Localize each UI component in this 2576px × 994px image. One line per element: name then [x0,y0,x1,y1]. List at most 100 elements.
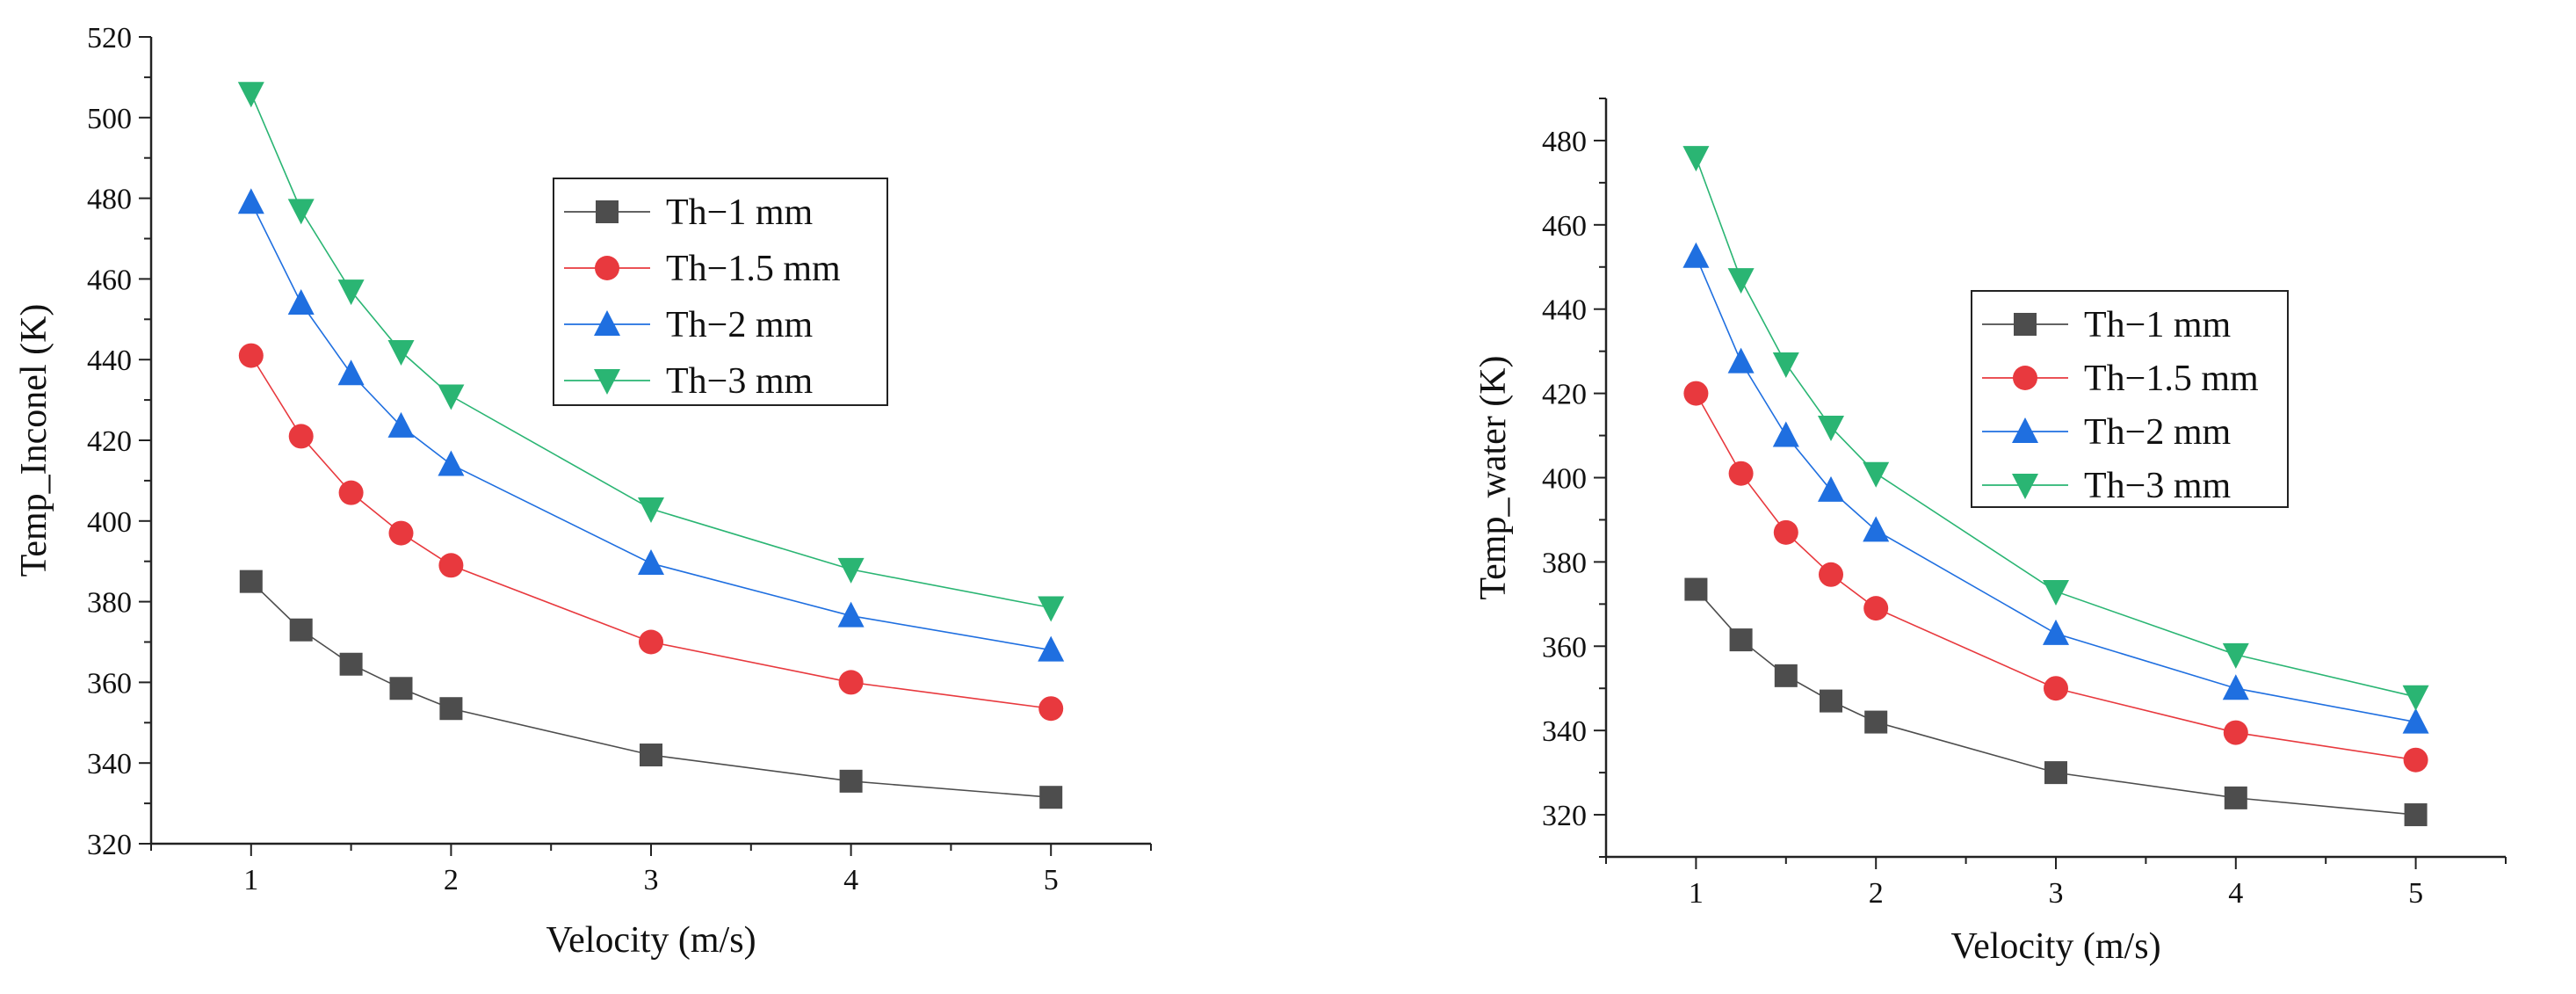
y-tick-label: 460 [87,264,132,296]
y-tick-label: 400 [1542,463,1587,496]
data-point [1038,635,1065,662]
data-point [1038,696,1064,722]
x-tick-label: 2 [1869,877,1884,910]
data-point [1729,628,1753,652]
y-tick-label: 440 [87,345,132,377]
data-point [2222,642,2249,669]
data-point [1728,461,1754,486]
data-point [2044,676,2068,701]
y-tick-label: 360 [87,667,132,700]
x-tick-label: 5 [1044,864,1059,896]
y-tick-label: 480 [87,184,132,216]
legend-marker [595,256,619,280]
legend-label: Th−1 mm [2084,305,2232,345]
legend-marker [2012,417,2038,443]
legend-marker [594,369,620,395]
data-point [2043,579,2069,606]
x-tick-label: 1 [243,864,258,896]
data-point [2044,761,2067,785]
y-tick-label: 480 [1542,126,1587,158]
data-point [1682,146,1710,172]
data-point [2223,720,2248,745]
data-point [287,199,315,225]
data-point [439,697,463,721]
data-point [838,670,864,695]
legend-label: Th−1 mm [666,192,814,233]
data-point [1772,421,1799,447]
legend-label: Th−2 mm [666,305,814,345]
data-point [288,424,314,449]
data-point [1684,577,1708,601]
y-tick-label: 400 [87,506,132,539]
series-line [250,92,1052,609]
data-point [1773,519,1798,545]
legend-label: Th−1.5 mm [666,249,841,289]
y-axis-title: Temp_Inconel (K) [14,304,54,577]
legend-label: Th−3 mm [666,361,814,402]
data-point [337,359,365,386]
data-point [1772,352,1799,379]
data-point [837,557,865,584]
data-point [2402,707,2429,734]
y-tick-label: 380 [87,587,132,620]
data-point [2403,747,2428,773]
data-point [289,618,313,642]
x-tick-label: 3 [644,864,659,896]
data-point [1818,415,1844,441]
data-point [1039,786,1063,809]
x-axis-title: Velocity (m/s) [546,920,756,961]
data-point [1682,242,1710,268]
data-point [837,601,865,628]
legend-marker [2012,474,2038,499]
data-point [387,411,415,438]
data-point [639,629,663,655]
x-axis-title: Velocity (m/s) [1950,926,2160,967]
legend-label: Th−1.5 mm [2084,359,2259,399]
legend-label: Th−3 mm [2084,466,2232,506]
series-line [1695,393,2416,761]
y-tick-label: 520 [87,22,132,54]
legend-label: Th−2 mm [2084,412,2232,453]
data-point [237,82,264,108]
series-line [1695,156,2416,698]
y-axis-title: Temp_water (K) [1473,355,1514,599]
data-point [1818,475,1844,502]
data-point [238,343,264,368]
data-point [1727,347,1755,374]
data-point [1864,710,1888,734]
chart-temp-inconel: 1 2 3 4 5 320 340 360 380 400 420 440 460 480 500 520 Ve… [14,22,1152,961]
y-tick-label: 360 [1542,631,1587,664]
data-point [638,548,664,575]
y-tick-label: 440 [1542,294,1587,327]
series-line [250,355,1052,710]
data-point [337,279,365,306]
data-point [338,480,364,505]
data-point [839,769,863,793]
data-point [237,188,264,214]
data-point [2222,674,2249,700]
y-tick-label: 500 [87,103,132,135]
y-tick-label: 320 [87,829,132,861]
legend-marker [596,200,619,223]
data-point [1863,596,1889,621]
data-point [2402,685,2429,711]
data-point [1863,516,1890,542]
x-tick-label: 4 [2228,877,2243,910]
data-point [239,570,263,593]
data-point [638,497,664,524]
data-point [388,520,414,546]
y-tick-label: 420 [1542,379,1587,411]
y-tick-label: 320 [1542,800,1587,832]
series-line [250,201,1052,651]
data-point [1863,461,1890,488]
x-tick-label: 1 [1689,877,1704,910]
chart-temp-water: 1 2 3 4 5 320 340 360 380 400 420 440 460 480 Velocity… [1473,98,2507,967]
y-tick-label: 340 [1542,715,1587,748]
data-point [1819,562,1843,587]
legend-marker [2014,313,2037,336]
data-point [1038,596,1065,622]
legend-marker [2013,366,2037,390]
data-point [1774,664,1798,687]
legend-marker [594,310,620,336]
